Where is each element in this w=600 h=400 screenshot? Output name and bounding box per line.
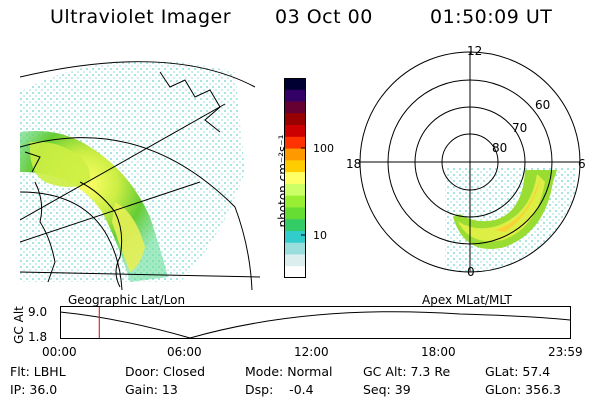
instrument-title: Ultraviolet Imager <box>50 6 232 28</box>
geographic-label: Geographic Lat/Lon <box>68 293 186 307</box>
colorbar-tick-100: 100 <box>313 142 334 155</box>
alt-ylabel: GC Alt <box>12 306 26 344</box>
mlat-label-70: 70 <box>512 121 528 135</box>
mlat-label-80: 80 <box>492 141 508 155</box>
noise-field <box>20 60 245 282</box>
mlt-label-6: 6 <box>578 157 586 171</box>
colorbar-segment <box>284 148 306 161</box>
alt-xtick-0600: 06:00 <box>167 345 202 359</box>
mlt-label-18: 18 <box>346 157 362 171</box>
colorbar-segment <box>284 207 306 220</box>
colorbar-segment <box>284 183 306 197</box>
altitude-plot <box>60 306 571 339</box>
mode-info: Mode: Normal <box>245 364 333 379</box>
alt-xtick-2359: 23:59 <box>548 345 583 359</box>
colorbar-segment <box>284 89 306 103</box>
colorbar-tick-10: 10 <box>313 229 327 242</box>
alt-ytick-9: 9.0 <box>28 305 48 319</box>
colorbar-segment <box>284 254 306 267</box>
seq-info: Seq: 39 <box>363 382 411 397</box>
alt-xtick-0000: 00:00 <box>42 345 77 359</box>
geographic-image <box>20 60 260 290</box>
gc-alt-info: GC Alt: 7.3 Re <box>363 364 451 379</box>
coastline <box>24 71 221 288</box>
colorbar-segment <box>284 78 306 91</box>
mlat-label-60: 60 <box>535 98 551 112</box>
polar-plot <box>359 51 581 273</box>
apex-label: Apex MLat/MLT <box>422 293 512 307</box>
gain-info: Gain: 13 <box>125 382 178 397</box>
mlt-label-12: 12 <box>467 44 483 58</box>
colorbar-segment <box>284 160 306 173</box>
altitude-curve <box>60 311 571 339</box>
colorbar-segment <box>284 242 306 255</box>
colorbar-segment <box>284 219 306 232</box>
alt-xtick-1200: 12:00 <box>294 345 329 359</box>
colorbar-segment <box>284 136 306 150</box>
colorbar-segment <box>284 101 306 114</box>
lat-circle <box>20 61 256 88</box>
ip-info: IP: 36.0 <box>10 382 58 397</box>
colorbar-segment <box>284 125 306 138</box>
filter-info: Flt: LBHL <box>10 364 66 379</box>
date-label: 03 Oct 00 <box>275 6 373 28</box>
alt-xtick-1800: 18:00 <box>421 345 456 359</box>
colorbar-segment <box>284 113 306 126</box>
time-label: 01:50:09 UT <box>430 6 553 28</box>
dsp-info: Dsp: -0.4 <box>245 382 314 397</box>
glon-info: GLon: 356.3 <box>485 382 561 397</box>
colorbar-segment <box>284 195 306 208</box>
mlt-label-0: 0 <box>467 265 475 279</box>
colorbar-segment <box>284 172 306 185</box>
colorbar-segment <box>284 230 306 244</box>
glat-info: GLat: 57.4 <box>485 364 551 379</box>
door-info: Door: Closed <box>125 364 206 379</box>
alt-ytick-1.8: 1.8 <box>28 330 48 344</box>
colorbar <box>284 78 306 278</box>
colorbar-segment <box>284 266 306 278</box>
